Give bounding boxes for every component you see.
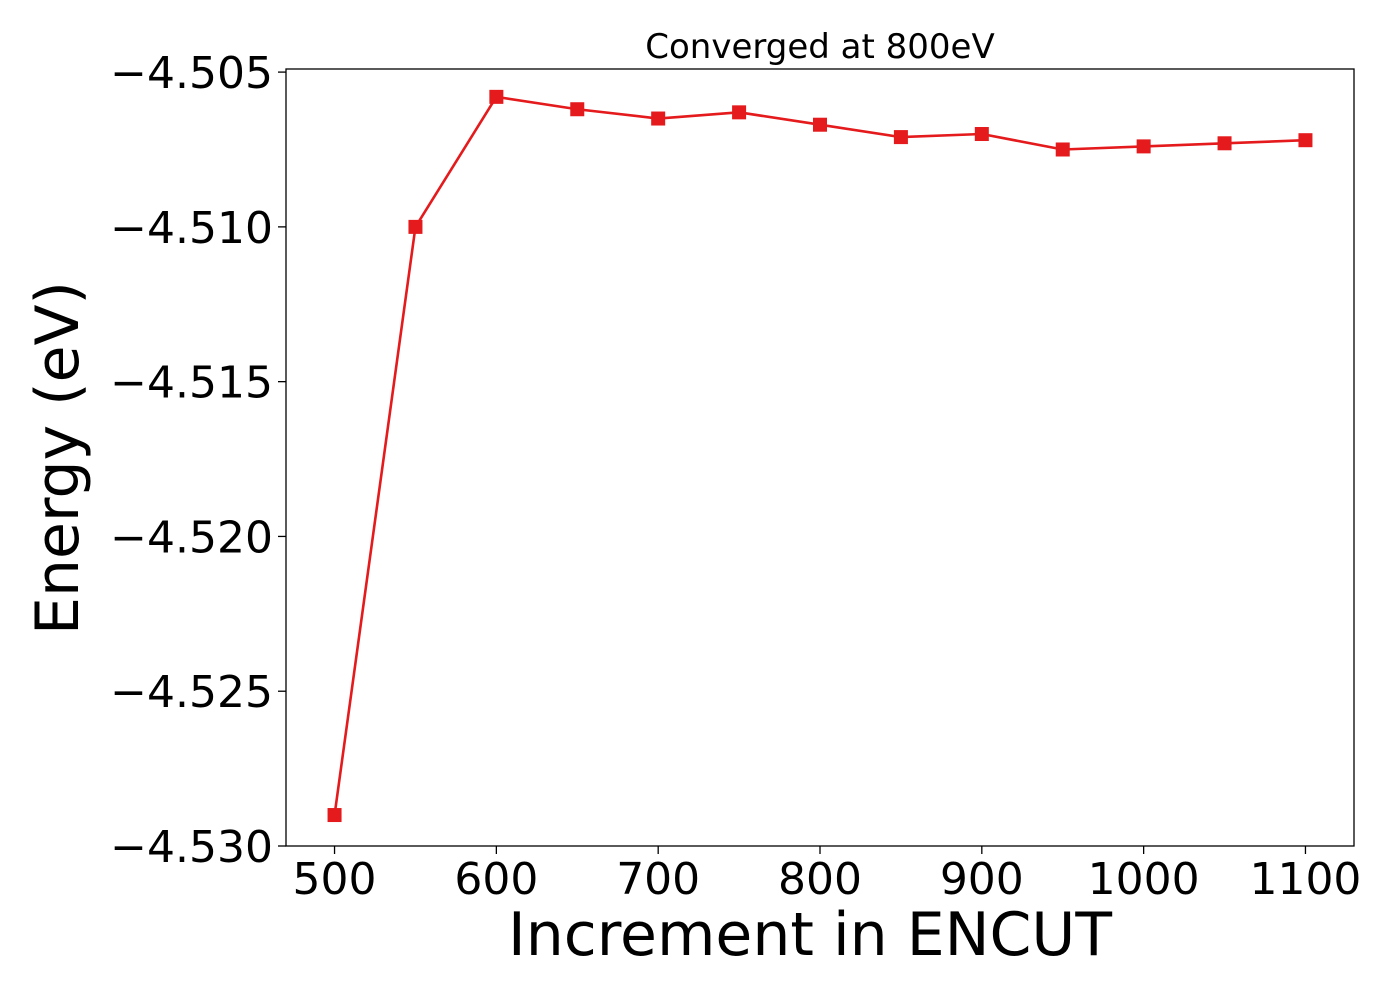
x-axis-label: Increment in ENCUT [508,900,1112,970]
y-tick-label: −4.520 [110,512,273,563]
x-axis: 500 600 700 800 900 1000 1100 [293,846,1361,905]
data-point-marker [327,808,342,823]
series-line [333,95,1306,816]
x-tick-label: 900 [940,854,1024,905]
x-tick-label: 800 [778,854,862,905]
data-point-marker [1298,133,1313,148]
data-point-marker [651,111,666,126]
series-layer [327,89,1313,823]
data-point-marker [408,219,423,234]
y-tick-label: −4.515 [110,358,273,409]
y-tick-label: −4.525 [110,667,273,718]
data-point-marker [813,117,827,132]
data-point-marker [489,89,504,104]
y-tick-label: −4.510 [110,203,273,254]
data-point-marker [974,127,989,142]
data-point-marker [1217,136,1232,151]
y-tick-label: −4.530 [110,822,273,873]
x-tick-label: 1100 [1249,854,1361,905]
data-point-marker [893,130,908,145]
y-axis: −4.530 −4.525 −4.520 −4.515 −4.510 −4.505 [110,48,286,873]
data-point-marker [1136,139,1151,154]
data-point-marker [1055,142,1070,157]
x-tick-label: 700 [616,854,700,905]
x-tick-label: 500 [293,854,377,905]
chart-title: Converged at 800eV [645,27,994,67]
y-tick-label: −4.505 [110,48,273,99]
x-tick-label: 1000 [1088,854,1200,905]
data-point-marker [570,102,585,117]
y-axis-label: Energy (eV) [23,281,93,635]
plot-frame [285,68,1355,847]
x-tick-label: 600 [454,854,538,905]
data-point-marker [732,105,747,120]
